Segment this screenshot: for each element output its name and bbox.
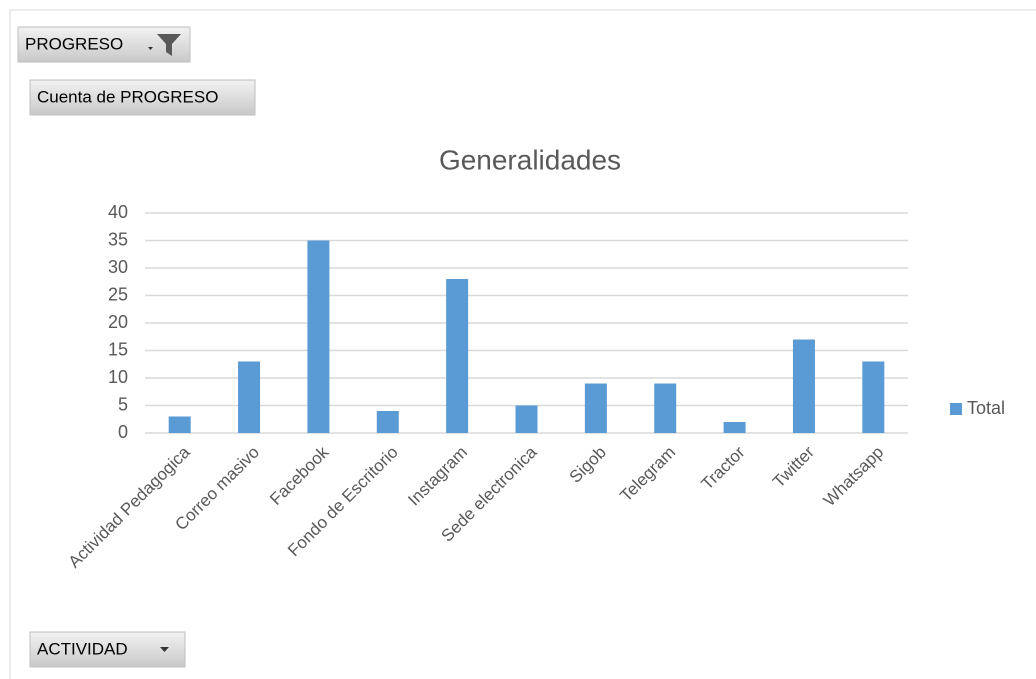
y-tick-label: 5 [118,394,128,414]
value-field: Cuenta de PROGRESO [37,87,218,106]
filter-icon [157,34,181,56]
x-tick-label: Sigob [566,443,610,487]
legend-label: Total [967,398,1005,418]
x-tick-label: Telegram [616,443,679,506]
filter-button[interactable] [17,26,191,63]
bar [307,240,330,433]
y-tick-label: 0 [118,422,128,442]
bar [584,383,607,433]
bar [376,411,399,433]
dropdown-arrow [160,647,169,652]
bar [654,383,677,433]
x-tick-label: Actividad Pedagogica [65,442,194,571]
value-button[interactable] [29,79,256,116]
chart-frame [9,9,1036,679]
bar [238,361,261,433]
bar [446,279,469,433]
y-tick-label: 20 [108,312,128,332]
bar [515,405,538,433]
dropdown-arrow [148,47,153,50]
x-tick-label: Facebook [266,442,333,509]
y-tick-label: 10 [108,367,128,387]
axis-field: ACTIVIDAD [37,639,128,658]
x-tick-label: Instagram [404,443,471,510]
legend-swatch [950,403,962,415]
bar [168,416,191,433]
filter-field: PROGRESO [25,34,123,53]
y-tick-label: 35 [108,229,128,249]
y-tick-label: 25 [108,284,128,304]
y-tick-label: 40 [108,202,128,222]
y-tick-label: 15 [108,339,128,359]
bar [723,422,746,433]
chart-title: Generalidades [439,144,621,175]
bar [862,361,885,433]
bar [792,339,815,433]
y-tick-label: 30 [108,257,128,277]
x-tick-label: Tractor [698,442,749,493]
x-tick-label: Whatsapp [820,443,888,511]
axis-button[interactable] [29,631,186,668]
x-tick-label: Twitter [769,442,818,491]
